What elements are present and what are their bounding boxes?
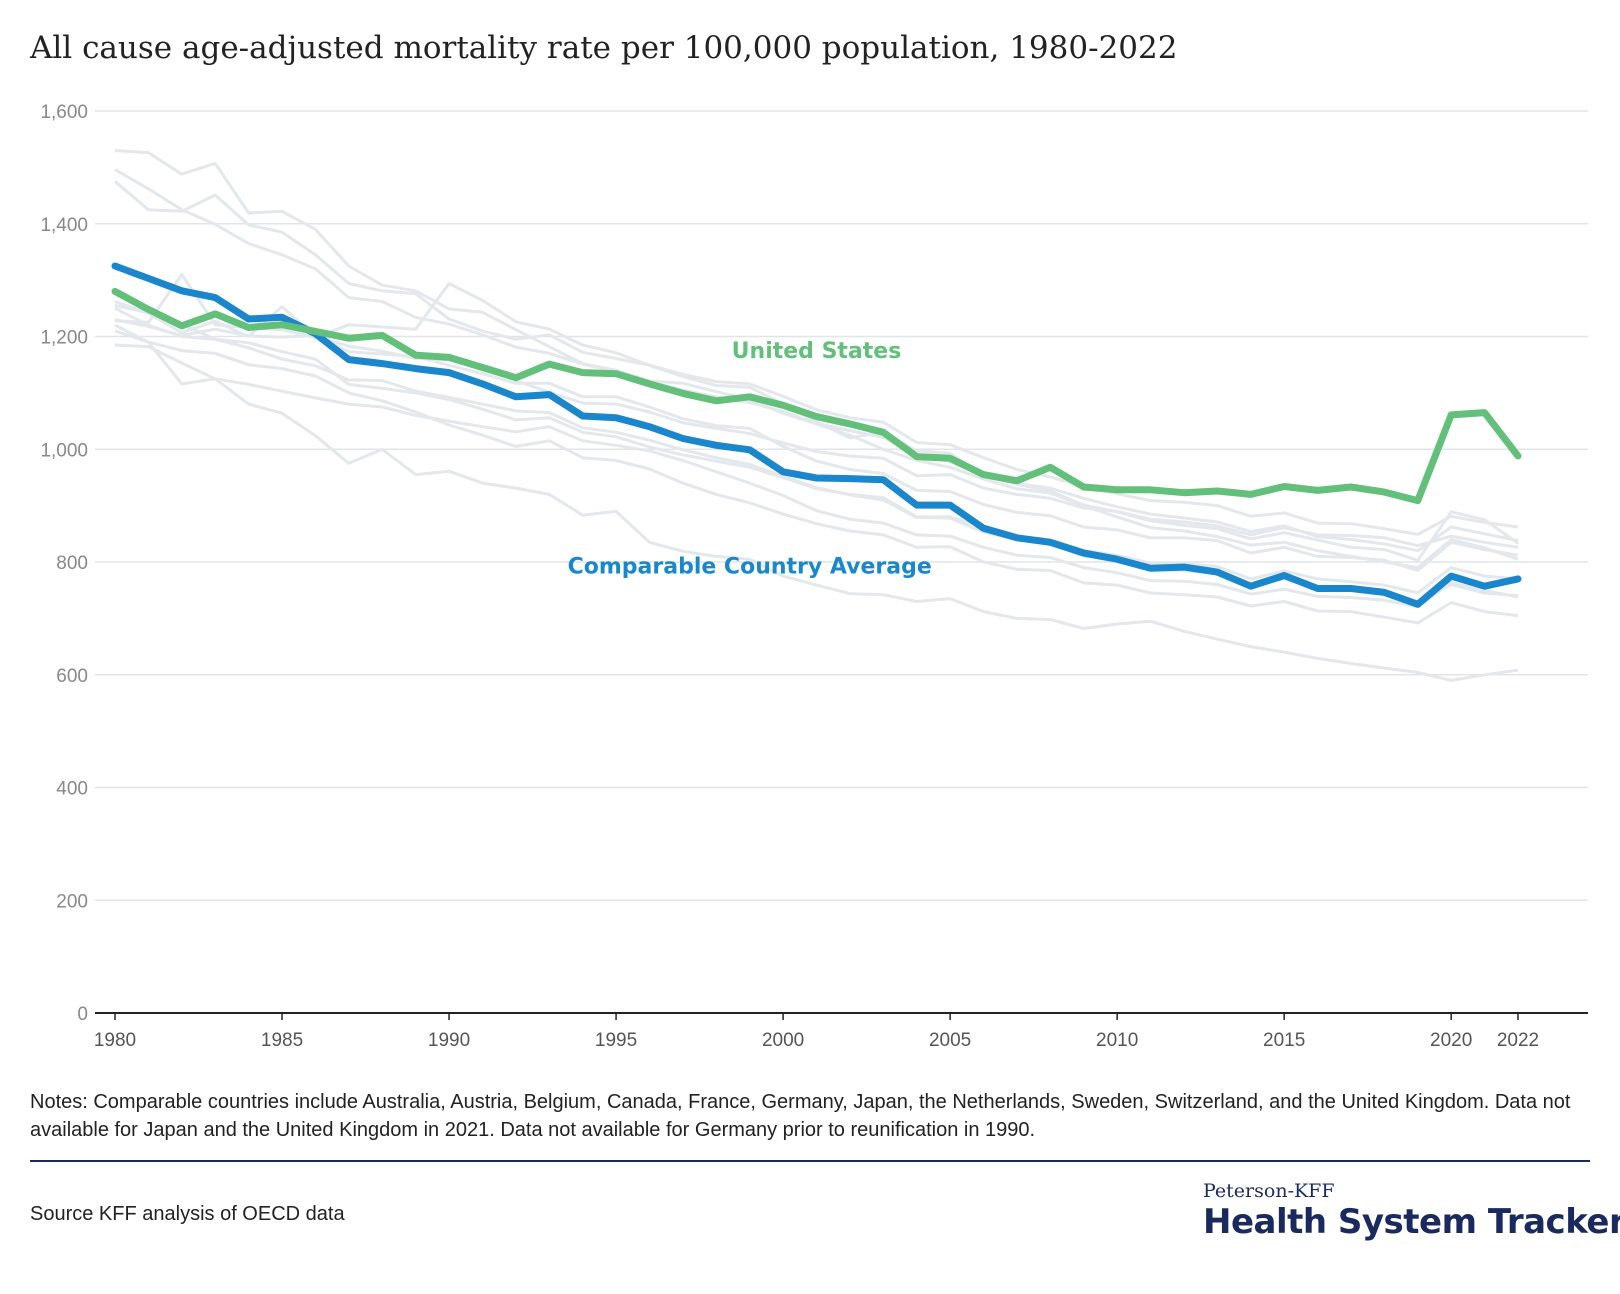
mortality-line-chart: 0 200 400 600 800 1,000 1,200 1,400 1,600 1980 198…	[40, 102, 1588, 1051]
y-tick-label: 1,000	[40, 440, 88, 461]
source-note: Source KFF analysis of OECD data	[30, 1203, 345, 1225]
comparable-country-average-line	[111, 262, 1522, 608]
y-tick-label: 1,600	[40, 102, 88, 123]
country-series-line	[114, 180, 1519, 536]
x-tick-label: 1990	[428, 1030, 470, 1051]
x-tick-label: 2022	[1497, 1030, 1539, 1051]
y-tick-label: 600	[56, 666, 88, 687]
x-tick-label: 2015	[1263, 1030, 1305, 1051]
country-series-line	[114, 168, 1519, 553]
x-tick-label: 1980	[94, 1030, 136, 1051]
y-tick-label: 1,200	[40, 328, 88, 349]
brand-subtitle: Peterson-KFF	[1203, 1180, 1335, 1202]
chart-notes: Notes: Comparable countries include Aust…	[30, 1091, 1571, 1141]
highlighted-series	[111, 262, 1522, 608]
brand-logo-text: Health System Tracker	[1203, 1202, 1620, 1242]
chart-title: All cause age-adjusted mortality rate pe…	[30, 30, 1178, 66]
country-series-line	[114, 318, 1519, 572]
united-states-line	[111, 287, 1522, 505]
axes: 0 200 400 600 800 1,000 1,200 1,400 1,600 1980 198…	[40, 102, 1588, 1051]
x-tick-label: 2010	[1096, 1030, 1138, 1051]
x-tick-label: 2020	[1430, 1030, 1472, 1051]
x-tick-label: 2005	[929, 1030, 971, 1051]
y-tick-label: 1,400	[40, 215, 88, 236]
y-tick-label: 400	[56, 779, 88, 800]
series-labels: United States Comparable Country Average	[568, 339, 932, 579]
y-tick-label: 0	[77, 1004, 88, 1025]
gridlines	[95, 110, 1588, 901]
country-series-line	[114, 273, 1519, 562]
x-tick-label: 1995	[595, 1030, 637, 1051]
united-states-label: United States	[732, 339, 902, 364]
x-tick-label: 2000	[762, 1030, 804, 1051]
country-series-line	[114, 323, 1519, 682]
x-tick-label: 1985	[261, 1030, 303, 1051]
country-series-line	[114, 329, 1519, 625]
country-series-line	[114, 300, 1519, 549]
y-tick-label: 800	[56, 553, 88, 574]
y-tick-label: 200	[56, 891, 88, 912]
footer-divider	[30, 1160, 1590, 1162]
comparable-country-average-label: Comparable Country Average	[568, 554, 932, 579]
country-series-line	[114, 343, 1519, 608]
